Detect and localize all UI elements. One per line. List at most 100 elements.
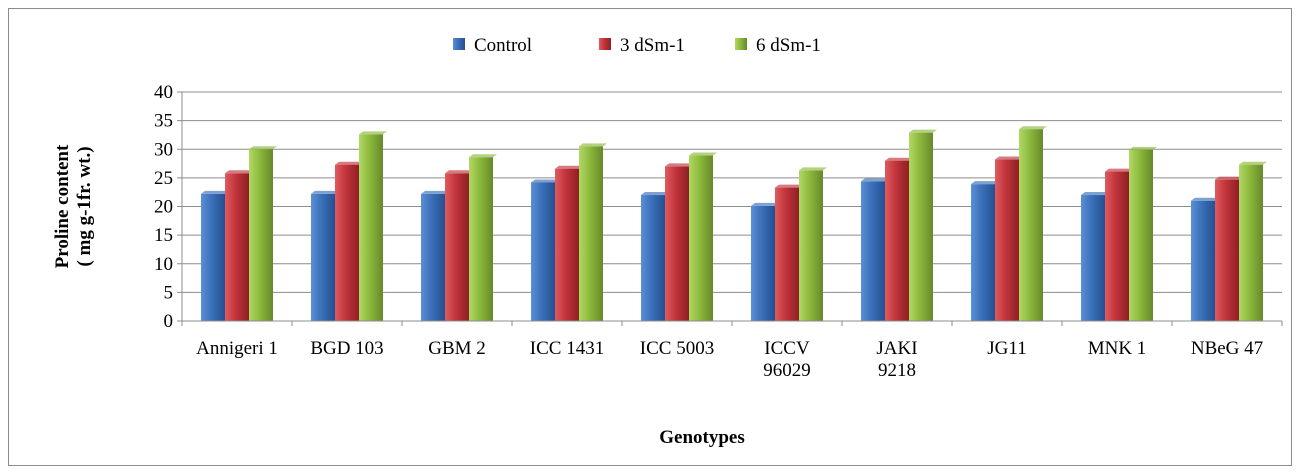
bar-6dsm [359, 131, 387, 321]
bar-top-face [555, 165, 583, 169]
bar [445, 173, 469, 321]
bar-top-face [421, 190, 449, 194]
legend-swatch [735, 38, 747, 50]
bar-top-face [751, 202, 779, 206]
bar [861, 181, 885, 321]
bar [1081, 195, 1105, 321]
bar [1129, 149, 1153, 321]
x-category-label: ICC 5003 [640, 338, 714, 359]
bar [1191, 200, 1215, 321]
bar [689, 155, 713, 321]
bar-6dsm [689, 152, 717, 321]
bar-control [201, 190, 229, 321]
x-category-label: ICC 1431 [530, 338, 604, 359]
bar-top-face [445, 170, 473, 174]
x-category-label: JG11 [987, 338, 1026, 359]
bar-control [971, 181, 999, 321]
bar-top-face [1215, 176, 1243, 180]
bar [1239, 164, 1263, 321]
bar-control [641, 192, 669, 321]
y-tick-label: 40 [154, 82, 173, 103]
x-category-label: 9218 [878, 360, 916, 381]
x-category-label: MNK 1 [1088, 338, 1147, 359]
bar-top-face [531, 179, 559, 183]
bar [995, 159, 1019, 321]
bar-3dsm [555, 165, 583, 321]
bar-top-face [1081, 192, 1109, 196]
x-category-label: Annigeri 1 [196, 338, 278, 359]
bar-top-face [665, 163, 693, 167]
bar-top-face [225, 170, 253, 174]
bar-top-face [249, 146, 277, 150]
bar-3dsm [1105, 168, 1133, 321]
bar-3dsm [665, 163, 693, 321]
bar-top-face [201, 190, 229, 194]
labels: 0 5 10 15 20 25 30 35 40 Annigeri 1 BGD 103 GBM 2 IC… [52, 82, 1263, 448]
legend-label: 6 dSm-1 [756, 35, 821, 56]
bars [201, 126, 1267, 321]
bar-3dsm [225, 170, 253, 321]
bar-6dsm [469, 154, 497, 321]
bar [359, 134, 383, 321]
bar [421, 193, 445, 321]
bar-control [531, 179, 559, 321]
bar [971, 184, 995, 321]
bar-top-face [885, 157, 913, 161]
bar-control [861, 178, 889, 321]
bar [1105, 171, 1129, 321]
bar-3dsm [445, 170, 473, 321]
bar [1019, 129, 1043, 321]
x-category-label: JAKI [876, 338, 917, 359]
bar-top-face [689, 152, 717, 156]
y-tick-label: 0 [164, 311, 174, 332]
bar [249, 149, 273, 321]
bar-control [1191, 197, 1219, 321]
bar [225, 173, 249, 321]
y-axis-title: ( mg g-1fr. wt.) [74, 146, 95, 266]
y-tick-label: 10 [154, 254, 173, 275]
y-tick-label: 30 [154, 139, 173, 160]
legend-item: 3 dSm-1 [599, 35, 685, 56]
bar-top-face [775, 184, 803, 188]
bar-top-face [641, 192, 669, 196]
bar [469, 157, 493, 321]
y-tick-label: 20 [154, 197, 173, 218]
bar-6dsm [1129, 146, 1157, 321]
y-tick-label: 25 [154, 168, 173, 189]
bar-6dsm [799, 167, 827, 321]
bar [201, 193, 225, 321]
bar-3dsm [1215, 176, 1243, 321]
bar-top-face [579, 143, 607, 147]
bar-top-face [971, 181, 999, 185]
bar-6dsm [249, 146, 277, 321]
legend-item: Control [453, 35, 532, 56]
bar-3dsm [335, 161, 363, 321]
bar [665, 166, 689, 321]
legend-swatch [599, 38, 611, 50]
bar [579, 146, 603, 321]
bar-6dsm [579, 143, 607, 321]
bar-top-face [359, 131, 387, 135]
bar [751, 205, 775, 321]
legend: Control 3 dSm-1 6 dSm-1 [453, 35, 821, 56]
y-tick-label: 5 [164, 282, 174, 303]
bar [335, 164, 359, 321]
legend-label: Control [474, 35, 532, 56]
bar-top-face [861, 178, 889, 182]
legend-swatch [453, 38, 465, 50]
bar-control [421, 190, 449, 321]
legend-label: 3 dSm-1 [620, 35, 685, 56]
bar-top-face [909, 129, 937, 133]
x-category-label: ICCV [764, 338, 810, 359]
bar-top-face [311, 190, 339, 194]
bar-top-face [995, 156, 1023, 160]
bar-control [1081, 192, 1109, 321]
bar [799, 170, 823, 321]
bar-3dsm [995, 156, 1023, 321]
legend-item: 6 dSm-1 [735, 35, 821, 56]
bar-top-face [1019, 126, 1047, 130]
x-category-label: 96029 [763, 360, 811, 381]
bar-top-face [335, 161, 363, 165]
bar-control [751, 202, 779, 321]
